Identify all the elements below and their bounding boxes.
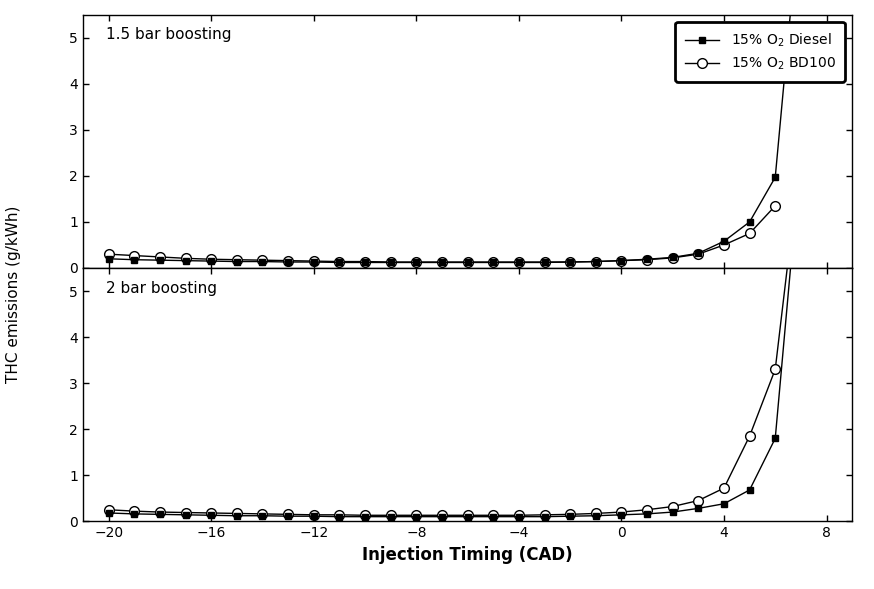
Text: 1.5 bar boosting: 1.5 bar boosting <box>106 28 232 42</box>
Text: 2 bar boosting: 2 bar boosting <box>106 281 217 296</box>
Legend: 15% O$_2$ Diesel, 15% O$_2$ BD100: 15% O$_2$ Diesel, 15% O$_2$ BD100 <box>675 22 845 82</box>
Text: THC emissions (g/kWh): THC emissions (g/kWh) <box>5 206 21 383</box>
X-axis label: Injection Timing (CAD): Injection Timing (CAD) <box>363 545 572 564</box>
